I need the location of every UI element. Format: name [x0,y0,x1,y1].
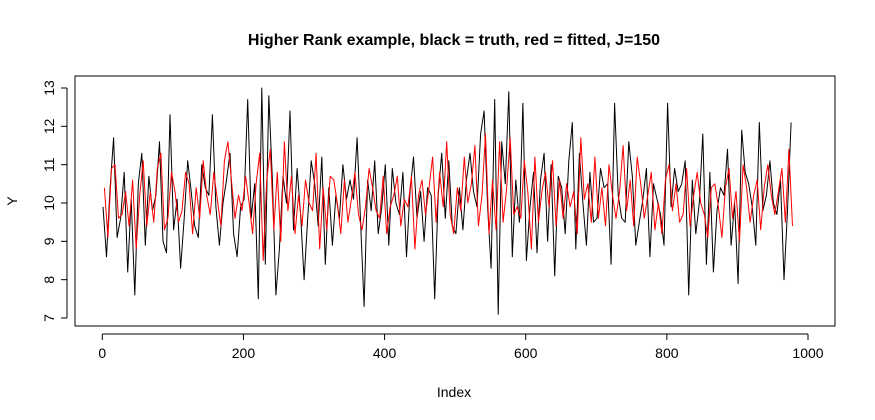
y-tick-label: 13 [41,80,57,96]
series-layer [102,87,793,315]
y-tick-label: 9 [41,237,57,245]
y-axis-label: Y [4,196,20,206]
x-axis-label: Index [437,384,471,400]
y-tick-label: 12 [41,118,57,134]
plot-frame [74,75,836,327]
x-tick-label: 1000 [792,345,823,361]
x-tick-label: 800 [655,345,679,361]
x-tick-label: 400 [373,345,397,361]
x-tick-label: 0 [98,345,106,361]
x-axis: 0 200 400 600 800 1000 [98,333,824,361]
chart-title: Higher Rank example, black = truth, red … [248,32,660,49]
y-axis: 7 8 9 10 11 12 13 [41,80,68,322]
x-tick-label: 200 [232,345,256,361]
series-line-1 [102,87,792,315]
series-line-2 [103,133,793,261]
y-tick-label: 7 [41,314,57,322]
y-tick-label: 11 [41,157,57,172]
x-tick-label: 600 [514,345,538,361]
y-tick-label: 10 [41,195,57,211]
y-tick-label: 8 [41,276,57,284]
